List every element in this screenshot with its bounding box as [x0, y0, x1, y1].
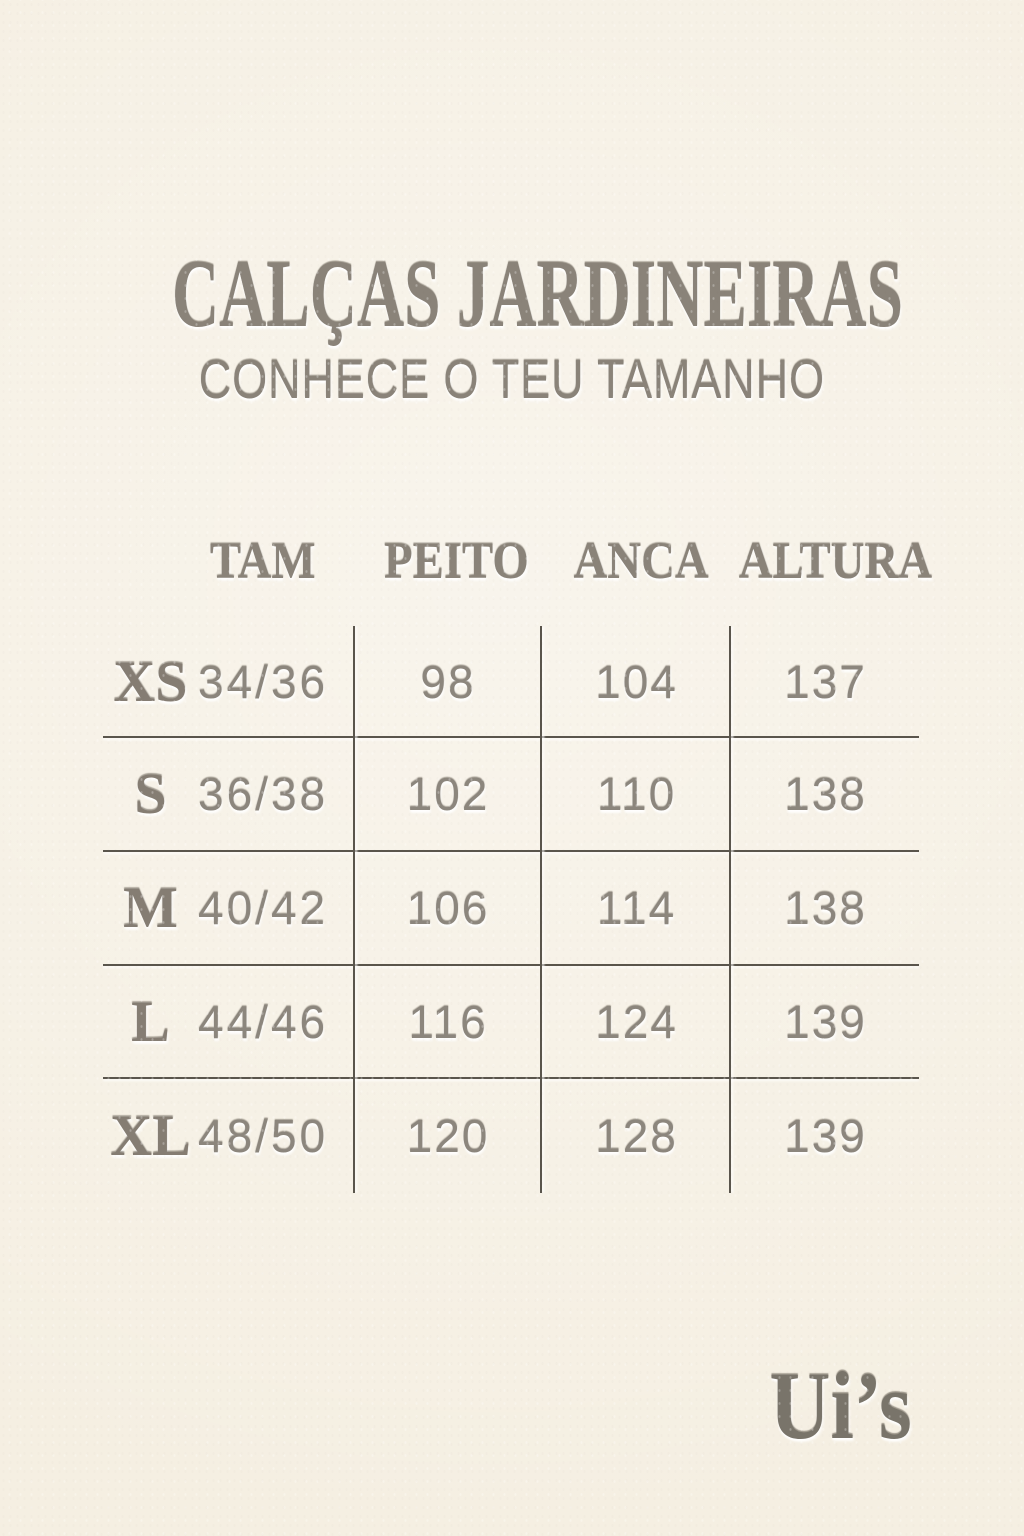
brand-logo: Ui’s [750, 1358, 912, 1454]
cell-xs-anca: 104 [595, 655, 678, 708]
table-row-xs-size: XS 34/36 [103, 626, 355, 737]
cell-l-peito: 116 [408, 995, 488, 1048]
size-label: L [131, 988, 170, 1054]
page-title: CALÇAS JARDINEIRAS [0, 246, 1024, 342]
column-header-altura: ALTURA [732, 536, 932, 592]
page-subtitle-text: CONHECE O TEU TAMANHO [198, 348, 826, 410]
column-divider [540, 626, 542, 1193]
cell-l-altura: 139 [784, 995, 867, 1048]
table-row-m-size: M 40/42 [103, 851, 355, 965]
cell-m-altura: 138 [784, 882, 867, 934]
cell-l-anca: 124 [595, 995, 678, 1048]
row-divider [103, 964, 919, 966]
cell-s-anca: 110 [596, 768, 677, 820]
size-label: M [123, 875, 178, 940]
cell-xl-altura: 139 [784, 1109, 867, 1162]
cell-s-altura: 138 [784, 768, 867, 820]
cell-m-anca: 114 [596, 882, 677, 934]
column-divider [729, 626, 731, 1193]
size-table: XS 34/36 98 104 137 S 36/38 102 110 138 … [103, 626, 919, 1193]
column-header-anca-label: ANCA [573, 533, 710, 590]
cell-xs-altura: 137 [784, 655, 867, 708]
table-header-row: TAM PEITO ANCA ALTURA [103, 536, 932, 592]
cell-m-peito: 106 [406, 882, 490, 934]
size-range: 48/50 [198, 1109, 329, 1162]
column-header-peito-label: PEITO [383, 533, 529, 590]
column-header-peito: PEITO [355, 536, 541, 592]
column-header-altura-label: ALTURA [738, 533, 933, 590]
column-header-tam: TAM [103, 536, 355, 592]
size-range: 40/42 [198, 882, 329, 934]
size-label: XL [110, 1102, 191, 1168]
cell-s-peito: 102 [406, 768, 490, 820]
row-divider [103, 1077, 919, 1079]
table-row-l-size: L 44/46 [103, 965, 355, 1078]
cell-xs-peito: 98 [420, 655, 476, 708]
column-divider [353, 626, 355, 1193]
size-range: 36/38 [198, 768, 329, 820]
table-row-xl-size: XL 48/50 [103, 1078, 355, 1193]
column-header-tam-label: TAM [210, 533, 316, 590]
column-header-anca: ANCA [541, 536, 732, 592]
row-divider [103, 850, 919, 852]
table-row-s-size: S 36/38 [103, 737, 355, 851]
page-title-text: CALÇAS JARDINEIRAS [171, 240, 903, 347]
brand-logo-text: Ui’s [769, 1352, 912, 1459]
page-subtitle: CONHECE O TEU TAMANHO [0, 352, 1024, 407]
size-label: S [134, 761, 167, 826]
size-range: 34/36 [198, 655, 329, 708]
size-range: 44/46 [198, 995, 329, 1048]
cell-xl-anca: 128 [595, 1109, 678, 1162]
row-divider [103, 736, 919, 738]
cell-xl-peito: 120 [406, 1109, 490, 1162]
size-label: XS [113, 648, 188, 714]
